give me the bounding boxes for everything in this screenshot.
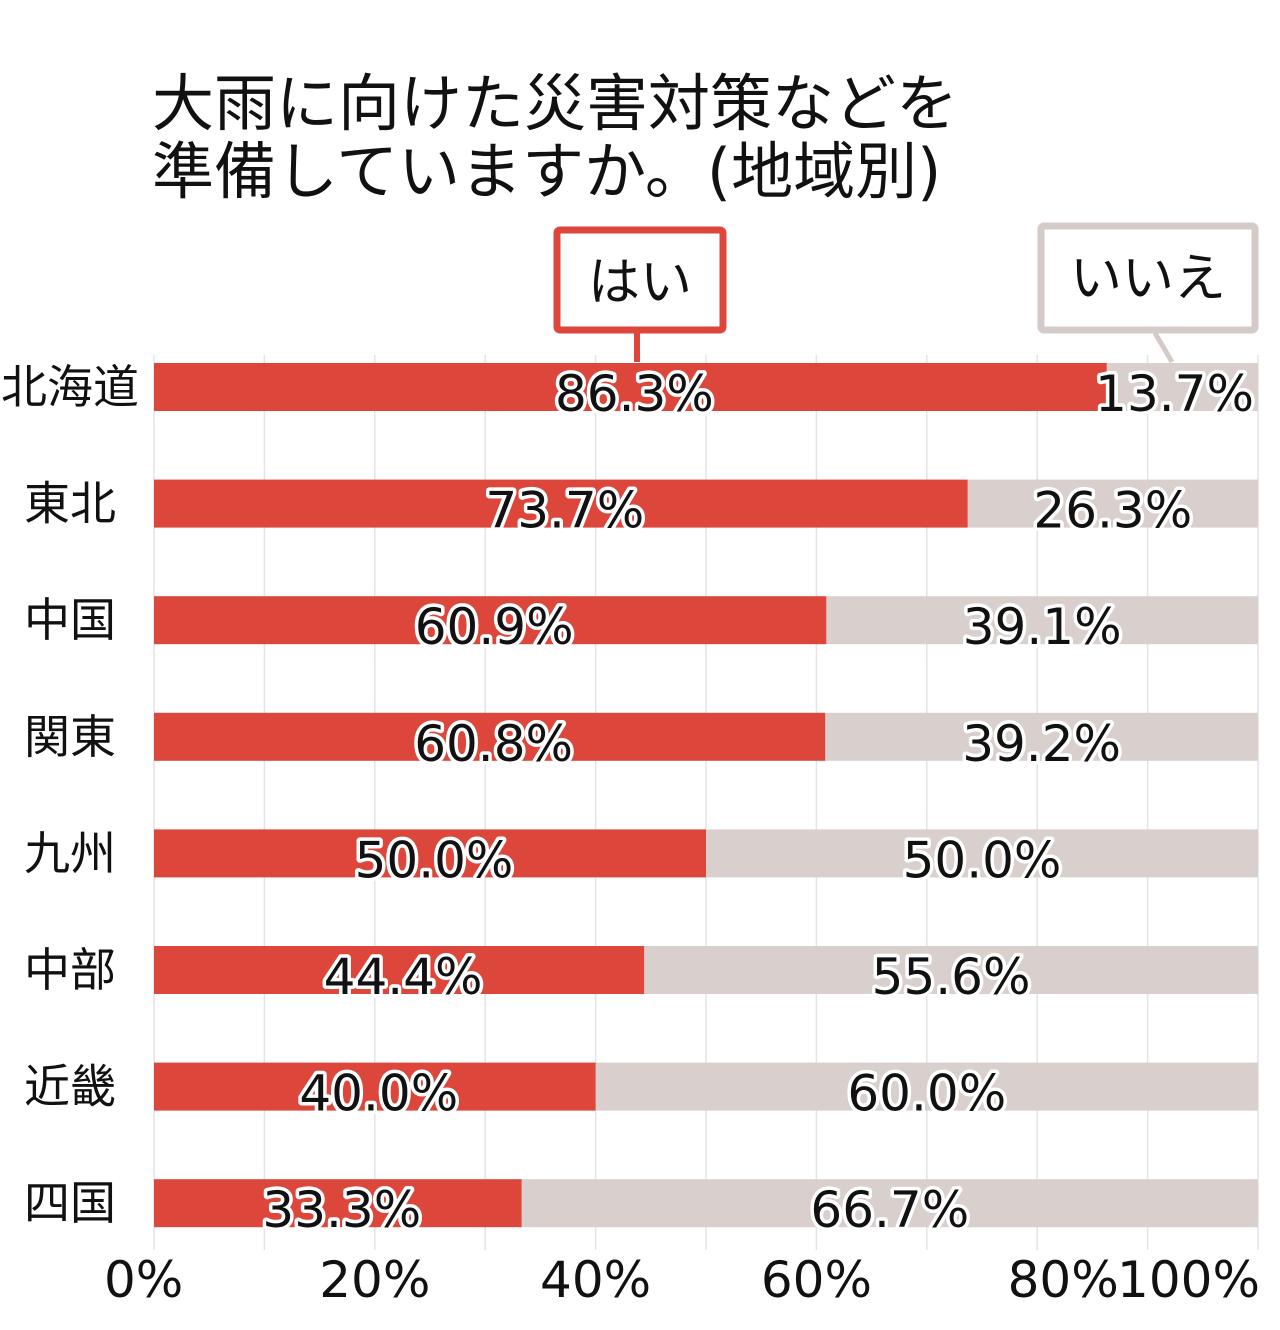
chart-title-line-1: 大雨に向けた災害対策などを	[152, 67, 959, 140]
category-label: 四国	[24, 1176, 116, 1230]
category-label: 北海道	[1, 360, 139, 414]
value-label-no: 50.0%	[903, 831, 1062, 889]
legend-label-yes: はい	[588, 253, 692, 313]
value-labels: 86.3% 13.7% 73.7% 26.3% 60.9% 39.1% 60.8% 39.2%…	[259, 362, 1258, 1243]
value-label-yes: 73.7%	[485, 482, 644, 540]
value-label-no: 60.0%	[847, 1065, 1006, 1123]
value-label-no: 39.1%	[963, 598, 1122, 656]
bar-yes	[154, 829, 706, 878]
chart-title: 大雨に向けた災害対策などを 準備していますか。(地域別)	[152, 70, 1152, 206]
x-tick-label: 20%	[319, 1251, 430, 1309]
bar-yes	[154, 712, 826, 761]
value-label-no: 66.7%	[810, 1181, 969, 1239]
bar-yes	[154, 479, 968, 528]
legend-label-no: いいえ	[1070, 249, 1226, 309]
value-label-yes: 86.3%	[555, 365, 714, 423]
bar-no	[595, 1062, 1258, 1111]
category-label: 中国	[24, 593, 116, 647]
category-label: 九州	[24, 826, 116, 880]
bar-no	[825, 712, 1258, 761]
x-tick-label: 80%	[1008, 1251, 1119, 1309]
category-label: 関東	[24, 710, 116, 764]
x-tick-label: 100%	[1117, 1251, 1260, 1309]
category-label: 東北	[24, 477, 116, 531]
bar-no	[967, 479, 1258, 528]
bar-no	[1106, 363, 1258, 411]
legend-box-yes	[553, 226, 727, 334]
value-label-yes: 60.9%	[415, 598, 574, 656]
category-label: 中部	[24, 943, 116, 997]
x-tick-label: 40%	[540, 1251, 651, 1309]
value-label-no: 55.6%	[872, 948, 1031, 1006]
value-label-yes: 40.0%	[299, 1065, 458, 1123]
category-label: 近畿	[24, 1060, 116, 1114]
bars	[154, 363, 1258, 1228]
value-label-yes: 33.3%	[262, 1181, 421, 1239]
value-label-yes: 44.4%	[324, 948, 483, 1006]
value-label-no: 26.3%	[1033, 482, 1192, 540]
value-label-yes: 50.0%	[355, 831, 514, 889]
bar-yes	[154, 596, 827, 645]
x-tick-label: 60%	[761, 1251, 872, 1309]
bar-no	[826, 596, 1258, 645]
value-label-yes: 60.8%	[414, 715, 573, 773]
bar-no	[706, 829, 1258, 878]
legend-pointer-no	[1152, 331, 1175, 364]
bar-yes	[154, 946, 645, 994]
x-tick-label: 0%	[104, 1251, 183, 1309]
bar-yes	[154, 1179, 522, 1228]
bar-yes	[154, 1062, 596, 1111]
legend-box-no	[1037, 222, 1259, 334]
value-label-no: 39.2%	[962, 715, 1121, 773]
bar-no	[644, 946, 1258, 994]
value-label-no: 13.7%	[1095, 365, 1254, 423]
bar-yes	[154, 363, 1107, 411]
legend: はい いいえ	[553, 222, 1259, 364]
bar-no	[521, 1179, 1258, 1228]
chart-title-line-2: 準備していますか。(地域別)	[152, 135, 942, 208]
